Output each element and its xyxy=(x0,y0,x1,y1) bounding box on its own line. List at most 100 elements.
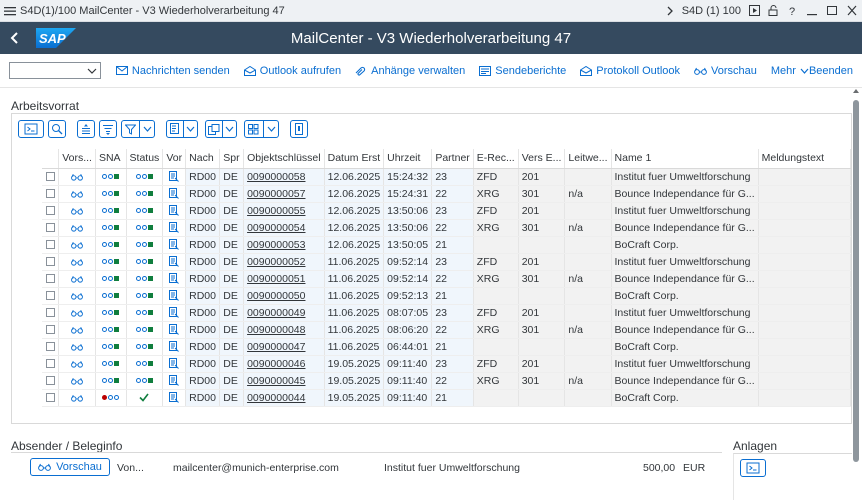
object-key-link[interactable]: 0090000045 xyxy=(247,374,306,387)
preview-cell[interactable] xyxy=(58,389,96,407)
vertical-scrollbar[interactable] xyxy=(852,86,860,500)
manage-attachments-button[interactable]: Anhänge verwalten xyxy=(355,65,465,77)
row-select-cell[interactable] xyxy=(42,185,60,203)
object-key-link[interactable]: 0090000054 xyxy=(247,221,306,234)
column-header[interactable]: Nach xyxy=(185,149,221,169)
row-checkbox[interactable] xyxy=(45,325,55,334)
row-select-cell[interactable] xyxy=(42,253,60,271)
object-key-link[interactable]: 0090000044 xyxy=(247,391,306,404)
row-checkbox[interactable] xyxy=(45,240,55,249)
vor-cell[interactable] xyxy=(162,236,187,254)
column-header[interactable]: Leitwe... xyxy=(564,149,612,169)
maximize-icon[interactable] xyxy=(826,5,838,16)
details-button[interactable] xyxy=(18,120,44,138)
call-outlook-button[interactable]: Outlook aufrufen xyxy=(243,65,341,77)
exit-button[interactable]: Beenden xyxy=(808,64,853,77)
object-key-link[interactable]: 0090000050 xyxy=(247,289,306,302)
row-select-cell[interactable] xyxy=(42,304,60,322)
column-header[interactable]: Status xyxy=(126,149,164,169)
preview-cell[interactable] xyxy=(58,321,96,339)
preview-cell[interactable] xyxy=(58,338,96,356)
table-row[interactable]: RD00 DE 0090000054 12.06.2025 13:50:06 22 XRG 3… xyxy=(42,219,852,237)
column-header[interactable]: SNA xyxy=(95,149,127,169)
object-key-cell[interactable]: 0090000051 xyxy=(243,270,325,288)
filter-button[interactable] xyxy=(121,120,155,138)
table-row[interactable]: RD00 DE 0090000053 12.06.2025 13:50:05 21 BoCr… xyxy=(42,236,852,254)
object-key-cell[interactable]: 0090000054 xyxy=(243,219,325,237)
column-header[interactable]: E-Rec... xyxy=(473,149,519,169)
table-row[interactable]: RD00 DE 0090000047 11.06.2025 06:44:01 21 BoCr… xyxy=(42,338,852,356)
export-button[interactable] xyxy=(205,120,237,138)
object-key-link[interactable]: 0090000053 xyxy=(247,238,306,251)
table-row[interactable]: RD00 DE 0090000044 19.05.2025 09:11:40 21 BoCr… xyxy=(42,389,852,407)
unlock-icon[interactable] xyxy=(768,5,779,16)
object-key-link[interactable]: 0090000049 xyxy=(247,306,306,319)
object-key-link[interactable]: 0090000051 xyxy=(247,272,306,285)
object-key-cell[interactable]: 0090000045 xyxy=(243,372,325,390)
vor-cell[interactable] xyxy=(162,389,187,407)
select-all-header[interactable] xyxy=(42,149,60,169)
preview-cell[interactable] xyxy=(58,355,96,373)
outlook-log-button[interactable]: Protokoll Outlook xyxy=(580,65,680,77)
preview-cell[interactable] xyxy=(58,270,96,288)
vor-cell[interactable] xyxy=(162,321,187,339)
row-checkbox[interactable] xyxy=(45,274,55,283)
table-row[interactable]: RD00 DE 0090000046 19.05.2025 09:11:40 23 ZFD 2… xyxy=(42,355,852,373)
vor-cell[interactable] xyxy=(162,304,187,322)
vor-cell[interactable] xyxy=(162,219,187,237)
object-key-cell[interactable]: 0090000055 xyxy=(243,202,325,220)
row-checkbox[interactable] xyxy=(45,223,55,232)
column-header[interactable]: Meldungstext xyxy=(758,149,852,169)
object-key-cell[interactable]: 0090000050 xyxy=(243,287,325,305)
object-key-cell[interactable]: 0090000053 xyxy=(243,236,325,254)
row-select-cell[interactable] xyxy=(42,389,60,407)
object-key-link[interactable]: 0090000047 xyxy=(247,340,306,353)
row-checkbox[interactable] xyxy=(45,257,55,266)
column-header[interactable]: Objektschlüssel xyxy=(243,149,325,169)
info-button[interactable] xyxy=(290,120,308,138)
back-button[interactable] xyxy=(0,22,30,54)
row-checkbox[interactable] xyxy=(45,359,55,368)
table-row[interactable]: RD00 DE 0090000058 12.06.2025 15:24:32 23 ZFD 2… xyxy=(42,168,852,186)
table-row[interactable]: RD00 DE 0090000045 19.05.2025 09:11:40 22 XRG 3… xyxy=(42,372,852,390)
object-key-link[interactable]: 0090000058 xyxy=(247,170,306,183)
row-checkbox[interactable] xyxy=(45,189,55,198)
send-reports-button[interactable]: Sendeberichte xyxy=(479,65,566,77)
row-select-cell[interactable] xyxy=(42,168,60,186)
column-header[interactable]: Uhrzeit xyxy=(383,149,433,169)
sort-ascending-button[interactable] xyxy=(77,120,95,138)
object-key-link[interactable]: 0090000057 xyxy=(247,187,306,200)
preview-cell[interactable] xyxy=(58,185,96,203)
preview-cell[interactable] xyxy=(58,372,96,390)
preview-cell[interactable] xyxy=(58,236,96,254)
attachments-details-button[interactable] xyxy=(740,459,766,477)
table-row[interactable]: RD00 DE 0090000048 11.06.2025 08:06:20 22 XRG 3… xyxy=(42,321,852,339)
row-checkbox[interactable] xyxy=(45,376,55,385)
row-select-cell[interactable] xyxy=(42,338,60,356)
column-header[interactable]: Spr xyxy=(219,149,245,169)
scrollbar-thumb[interactable] xyxy=(853,100,859,462)
row-select-cell[interactable] xyxy=(42,202,60,220)
play-icon[interactable] xyxy=(749,5,760,16)
object-key-cell[interactable]: 0090000058 xyxy=(243,168,325,186)
row-select-cell[interactable] xyxy=(42,321,60,339)
more-menu-button[interactable]: Mehr xyxy=(771,65,809,77)
row-checkbox[interactable] xyxy=(45,393,55,402)
send-messages-button[interactable]: Nachrichten senden xyxy=(115,65,230,77)
help-icon[interactable]: ? xyxy=(787,5,798,16)
row-select-cell[interactable] xyxy=(42,236,60,254)
column-header[interactable]: Vors... xyxy=(58,149,96,169)
table-row[interactable]: RD00 DE 0090000052 11.06.2025 09:52:14 23 ZFD 2… xyxy=(42,253,852,271)
row-checkbox[interactable] xyxy=(45,291,55,300)
preview-cell[interactable] xyxy=(58,219,96,237)
window-menu-icon[interactable] xyxy=(4,6,16,16)
object-key-cell[interactable]: 0090000048 xyxy=(243,321,325,339)
preview-cell[interactable] xyxy=(58,253,96,271)
table-row[interactable]: RD00 DE 0090000050 11.06.2025 09:52:13 21 BoCr… xyxy=(42,287,852,305)
close-icon[interactable] xyxy=(846,5,858,16)
vor-cell[interactable] xyxy=(162,270,187,288)
row-checkbox[interactable] xyxy=(45,172,55,181)
minimize-icon[interactable] xyxy=(806,5,818,16)
object-key-cell[interactable]: 0090000047 xyxy=(243,338,325,356)
chevron-right-icon[interactable] xyxy=(666,6,674,16)
